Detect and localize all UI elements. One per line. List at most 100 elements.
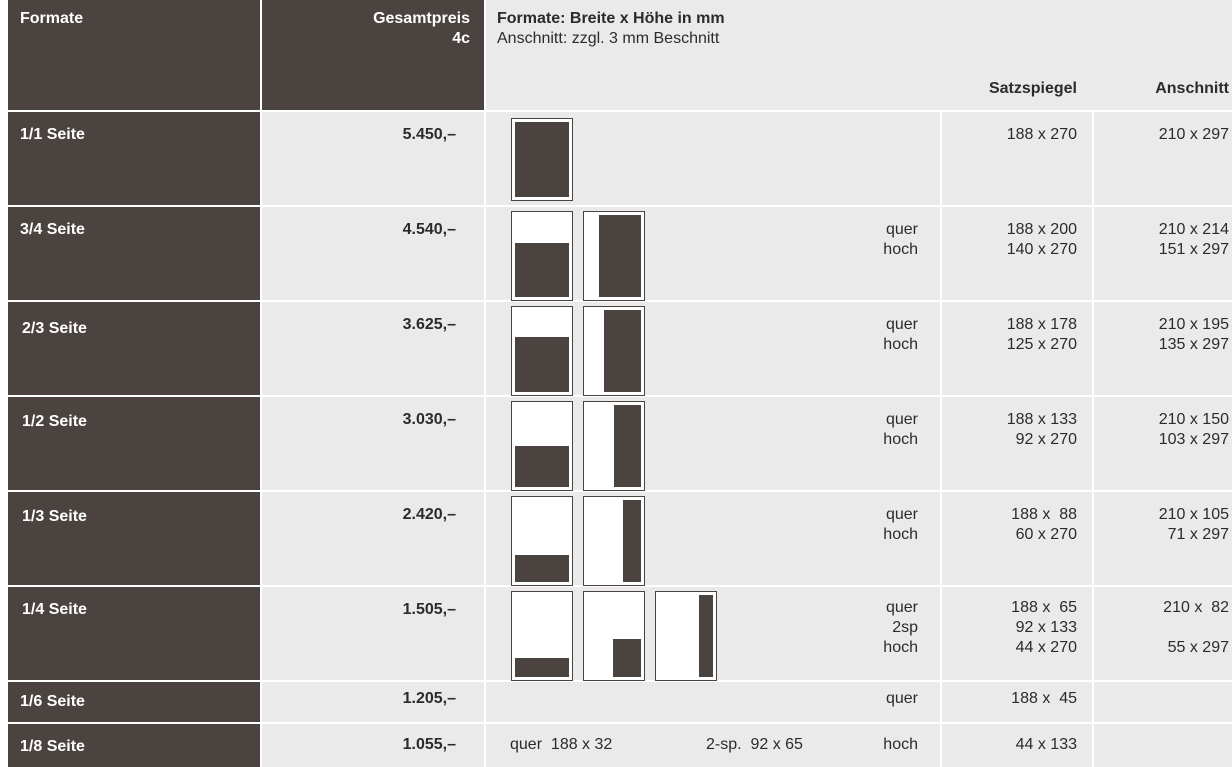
row-dims-cell: quer hoch 188 x 178 125 x 270 210 x 195 … xyxy=(486,302,1232,396)
row-price-cell: 2.420,– xyxy=(262,492,484,585)
format-thumbnail-quer xyxy=(511,306,573,396)
row-anschnitt-1: 210 x 297 xyxy=(1158,126,1229,143)
row-satz-1: 188 x 200 xyxy=(1006,221,1077,238)
row-orient-3: hoch xyxy=(883,639,918,656)
row-label-cell: 2/3 Seite xyxy=(8,302,260,395)
row-orient-1: quer xyxy=(885,316,918,333)
row-satz-2: 92 x 270 xyxy=(1015,431,1077,448)
row-price-cell: 5.450,– xyxy=(262,112,484,205)
row-anschnitt-2: 135 x 297 xyxy=(1158,336,1229,353)
row-dims-cell: quer hoch 188 x 88 60 x 270 210 x 105 71… xyxy=(486,492,1232,586)
row-label: 1/2 Seite xyxy=(22,413,87,430)
row-anschnitt-1: 210 x 82 xyxy=(1163,599,1229,616)
row-label: 1/6 Seite xyxy=(20,693,85,710)
format-thumbnail-hoch xyxy=(583,401,645,491)
row-label-cell: 1/3 Seite xyxy=(8,492,260,585)
format-thumbnail-2sp xyxy=(583,591,645,681)
row-extra-2sp: 2-sp. 92 x 65 xyxy=(706,736,803,753)
row-satz-1: 44 x 133 xyxy=(1015,736,1077,753)
row-dims-cell: quer hoch 188 x 200 140 x 270 210 x 214 … xyxy=(486,207,1232,301)
row-anschnitt-1: 210 x 150 xyxy=(1158,411,1229,428)
row-satz-2: 92 x 133 xyxy=(1015,619,1077,636)
row-extra-quer: quer 188 x 32 xyxy=(510,736,613,753)
header-price-line1: Gesamtpreis xyxy=(373,10,470,27)
row-price: 2.420,– xyxy=(402,506,456,523)
row-anschnitt-2: 71 x 297 xyxy=(1167,526,1229,543)
row-label-cell: 1/4 Seite xyxy=(8,587,260,680)
row-orient-2: 2sp xyxy=(892,619,918,636)
row-orient-1: quer xyxy=(885,411,918,428)
row-price: 5.450,– xyxy=(402,126,456,143)
header-dims-title: Formate: Breite x Höhe in mm xyxy=(497,10,725,27)
row-label-cell: 1/6 Seite xyxy=(8,682,260,722)
row-satz-1: 188 x 65 xyxy=(1011,599,1077,616)
row-orient-2: hoch xyxy=(883,526,918,543)
format-thumbnail-hoch xyxy=(655,591,717,681)
row-satz-1: 188 x 88 xyxy=(1011,506,1077,523)
row-satz-3: 44 x 270 xyxy=(1015,639,1077,656)
format-thumbnail-hoch xyxy=(583,306,645,396)
header-col-anschnitt: Anschnitt xyxy=(1155,80,1229,97)
header-price-cell: Gesamtpreis 4c xyxy=(262,0,484,110)
row-label: 2/3 Seite xyxy=(22,320,87,337)
row-satz-2: 60 x 270 xyxy=(1015,526,1077,543)
format-thumbnail-hoch xyxy=(583,496,645,586)
row-label-cell: 1/1 Seite xyxy=(8,112,260,205)
row-price: 3.030,– xyxy=(402,411,456,428)
row-orient-1: quer xyxy=(885,506,918,523)
row-anschnitt-1: 210 x 214 xyxy=(1158,221,1229,238)
row-label: 1/8 Seite xyxy=(20,738,85,755)
row-label: 1/4 Seite xyxy=(22,601,87,618)
row-dims-cell: quer hoch 188 x 133 92 x 270 210 x 150 1… xyxy=(486,397,1232,491)
row-price-cell: 1.505,– xyxy=(262,587,484,680)
row-orient-1: quer xyxy=(885,221,918,238)
row-dims-cell: 188 x 270 210 x 297 xyxy=(486,112,1232,205)
row-price: 1.205,– xyxy=(402,690,456,707)
row-anschnitt-2: 151 x 297 xyxy=(1158,241,1229,258)
row-satz-1: 188 x 133 xyxy=(1006,411,1077,428)
row-label-cell: 3/4 Seite xyxy=(8,207,260,300)
row-orient-2: hoch xyxy=(883,241,918,258)
header-formate-cell: Formate xyxy=(8,0,260,110)
row-orient-2: hoch xyxy=(883,336,918,353)
header-formate-label: Formate xyxy=(20,10,84,27)
row-satz-2: 140 x 270 xyxy=(1006,241,1077,258)
row-anschnitt-1: 210 x 105 xyxy=(1158,506,1229,523)
row-price: 3.625,– xyxy=(402,316,456,333)
row-label: 1/1 Seite xyxy=(20,126,85,143)
row-satz-1: 188 x 178 xyxy=(1006,316,1077,333)
format-thumbnail-quer xyxy=(511,591,573,681)
row-label-cell: 1/8 Seite xyxy=(8,724,260,767)
row-label: 3/4 Seite xyxy=(20,221,85,238)
row-price-cell: 3.030,– xyxy=(262,397,484,490)
row-price-cell: 3.625,– xyxy=(262,302,484,395)
row-orient-1: quer xyxy=(885,690,918,707)
row-satz-1: 188 x 270 xyxy=(1006,126,1077,143)
row-anschnitt-2: 103 x 297 xyxy=(1158,431,1229,448)
header-dims-subtitle: Anschnitt: zzgl. 3 mm Beschnitt xyxy=(497,30,720,47)
row-orient-1: quer xyxy=(885,599,918,616)
format-thumbnail-quer xyxy=(511,401,573,491)
row-label-cell: 1/2 Seite xyxy=(8,397,260,490)
row-dims-cell: quer 188 x 45 xyxy=(486,682,1232,722)
row-orient-2: hoch xyxy=(883,431,918,448)
row-price-cell: 1.205,– xyxy=(262,682,484,722)
row-price: 1.055,– xyxy=(402,736,456,753)
row-price: 4.540,– xyxy=(402,221,456,238)
row-dims-cell: quer 188 x 32 2-sp. 92 x 65 hoch 44 x 13… xyxy=(486,724,1232,767)
header-price-line2: 4c xyxy=(452,30,470,47)
row-satz-1: 188 x 45 xyxy=(1011,690,1077,707)
row-price: 1.505,– xyxy=(402,601,456,618)
format-thumbnail-full xyxy=(511,118,573,201)
row-dims-cell: quer 2sp hoch 188 x 65 92 x 133 44 x 270… xyxy=(486,587,1232,681)
row-price-cell: 1.055,– xyxy=(262,724,484,767)
row-anschnitt-3: 55 x 297 xyxy=(1167,639,1229,656)
row-price-cell: 4.540,– xyxy=(262,207,484,300)
row-orient-1: hoch xyxy=(883,736,918,753)
format-thumbnail-quer xyxy=(511,496,573,586)
row-anschnitt-1: 210 x 195 xyxy=(1158,316,1229,333)
format-thumbnail-quer xyxy=(511,211,573,301)
format-thumbnail-hoch xyxy=(583,211,645,301)
header-col-satzspiegel: Satzspiegel xyxy=(988,80,1077,97)
header-dims-cell: Formate: Breite x Höhe in mm Anschnitt: … xyxy=(486,0,1232,110)
